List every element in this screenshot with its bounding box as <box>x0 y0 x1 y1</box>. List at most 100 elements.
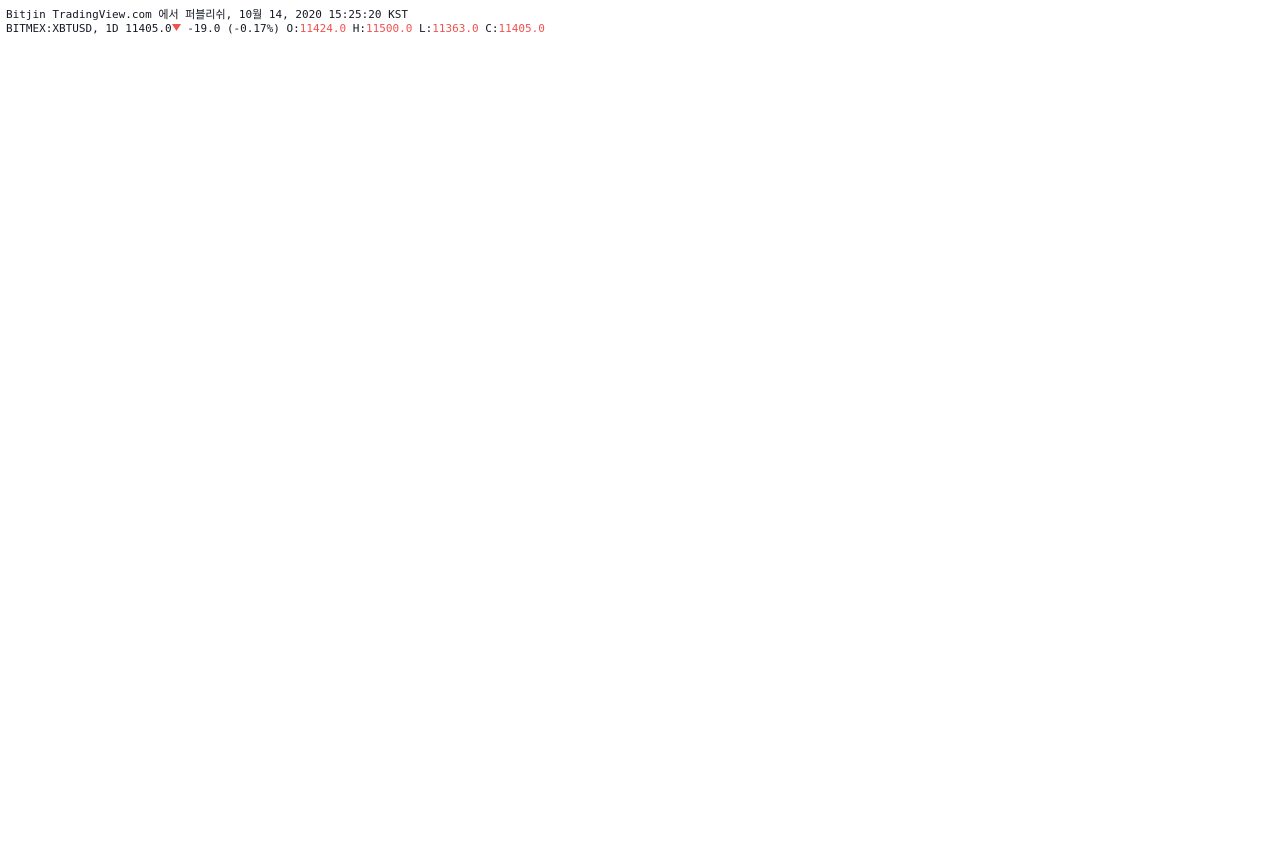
volume-bar <box>311 718 331 778</box>
ohlc-value: 11500.0 <box>366 22 413 35</box>
volume-bar <box>34 772 54 778</box>
volume-bar <box>560 728 580 778</box>
symbol: BITMEX:XBTUSD, 1D <box>6 22 119 35</box>
x-tick-label: 7월 <box>409 786 426 799</box>
volume-bar <box>809 718 830 778</box>
candle-body <box>1114 383 1135 394</box>
x-tick-label: 10월 <box>821 786 845 799</box>
ohlc: O:11424.0 H:11500.0 L:11363.0 C:11405.0 <box>287 22 545 35</box>
candle-body <box>865 461 885 515</box>
highlight-box <box>348 435 375 479</box>
candle-body <box>366 461 386 517</box>
x-tick-label: 2020 <box>903 786 931 799</box>
y-tick-label: 18000.0 <box>1229 175 1275 188</box>
candle-body <box>394 516 414 552</box>
volume-bar <box>699 718 719 778</box>
volume-bar <box>532 718 553 778</box>
volume-bar <box>228 738 248 778</box>
candle-body <box>228 324 248 437</box>
candle-body <box>1031 453 1052 480</box>
candle-body <box>976 482 996 552</box>
x-tick-label: 4월 <box>991 786 1008 799</box>
ohlc-label: H: <box>352 22 367 35</box>
ohlc-value: 11424.0 <box>299 22 347 35</box>
logo <box>6 820 31 830</box>
volume-bar <box>754 688 774 778</box>
x-tick-label: 5월 <box>21 786 38 799</box>
countdown-box <box>1212 400 1270 419</box>
y-tick-label: 6000.0 <box>1236 557 1275 570</box>
brand: TradingView <box>31 818 105 832</box>
volume-bar <box>920 728 941 778</box>
candle-body <box>144 605 165 619</box>
currency[interactable]: USD <box>1231 48 1255 61</box>
candle-body <box>1003 479 1024 552</box>
candle-body <box>1059 453 1079 464</box>
volume-bar <box>477 738 497 778</box>
candle-body <box>338 461 359 536</box>
y-tick-label: 4000.0 <box>1236 621 1275 634</box>
candle-body <box>505 544 525 555</box>
y-tick-label: 9000.0 <box>1236 461 1275 474</box>
candle-body <box>920 457 941 526</box>
volume-bar <box>449 718 470 778</box>
candle-body <box>893 514 913 526</box>
grid <box>0 42 1212 778</box>
ohlc-value: 11363.0 <box>432 22 479 35</box>
candle-body <box>754 410 774 434</box>
volume-bar <box>865 722 885 778</box>
y-tick-label: 2000.0 <box>1236 684 1275 697</box>
y-tick-label: 12000.0 <box>1229 366 1275 379</box>
y-tick-label: 20000.0 <box>1229 111 1275 124</box>
volume-bar <box>1087 728 1107 778</box>
candle-body <box>671 586 691 625</box>
y-tick-label: 3000.0 <box>1236 652 1275 665</box>
candle-body <box>588 637 608 646</box>
candle-body <box>283 426 303 431</box>
candle-body <box>89 664 109 677</box>
plot-frame <box>0 42 1212 778</box>
highlight-box <box>217 123 283 348</box>
candle-body <box>34 681 54 711</box>
candle-body <box>477 531 497 545</box>
y-tick-label: 13000.0 <box>1229 334 1275 347</box>
y-tick-label: 0.0 <box>1257 748 1275 761</box>
currency-badge[interactable] <box>1225 45 1261 65</box>
y-tick-label: 16000.0 <box>1229 238 1275 251</box>
volume-label: 볼륨 <box>12 68 32 81</box>
candle-body <box>422 509 442 552</box>
volume-bar <box>643 754 664 778</box>
candle-body <box>6 710 26 720</box>
volume-bar <box>976 688 996 778</box>
last-price-box <box>1212 382 1270 401</box>
symbol-line: BITMEX:XBTUSD, 1D 11405.0 -19.0 (-0.17%)… <box>6 22 545 35</box>
candle-body <box>117 605 137 665</box>
volume-bar <box>144 766 165 778</box>
y-tick-label: 8000.0 <box>1236 493 1275 506</box>
change: -19.0 (-0.17%) <box>187 22 280 35</box>
volume-bar <box>1114 718 1135 778</box>
volume-bar <box>893 734 913 778</box>
candle-body <box>200 436 220 552</box>
x-tick-label: 10월 <box>489 786 513 799</box>
volume-bar <box>172 766 193 778</box>
volume-bar <box>837 718 858 778</box>
candle-body <box>837 461 858 491</box>
x-tick-label: 7월 <box>1074 786 1091 799</box>
candle-body <box>948 457 968 483</box>
highlight-box <box>290 384 319 460</box>
volume-bar <box>283 708 303 778</box>
volume-bar <box>117 768 137 778</box>
volume-bar <box>422 708 442 778</box>
volume-bar <box>948 722 968 778</box>
y-tick-label: 17000.0 <box>1229 206 1275 219</box>
x-tick-label: 4월 <box>326 786 343 799</box>
candle-body <box>809 449 830 491</box>
y-tick-label: 7000.0 <box>1236 525 1275 538</box>
candle-body <box>726 410 747 482</box>
volume-bar <box>200 758 220 778</box>
chart-title: Bitcoin / US Dollar Perpetual Inverse Sw… <box>12 52 433 65</box>
volume-bar <box>6 774 26 778</box>
